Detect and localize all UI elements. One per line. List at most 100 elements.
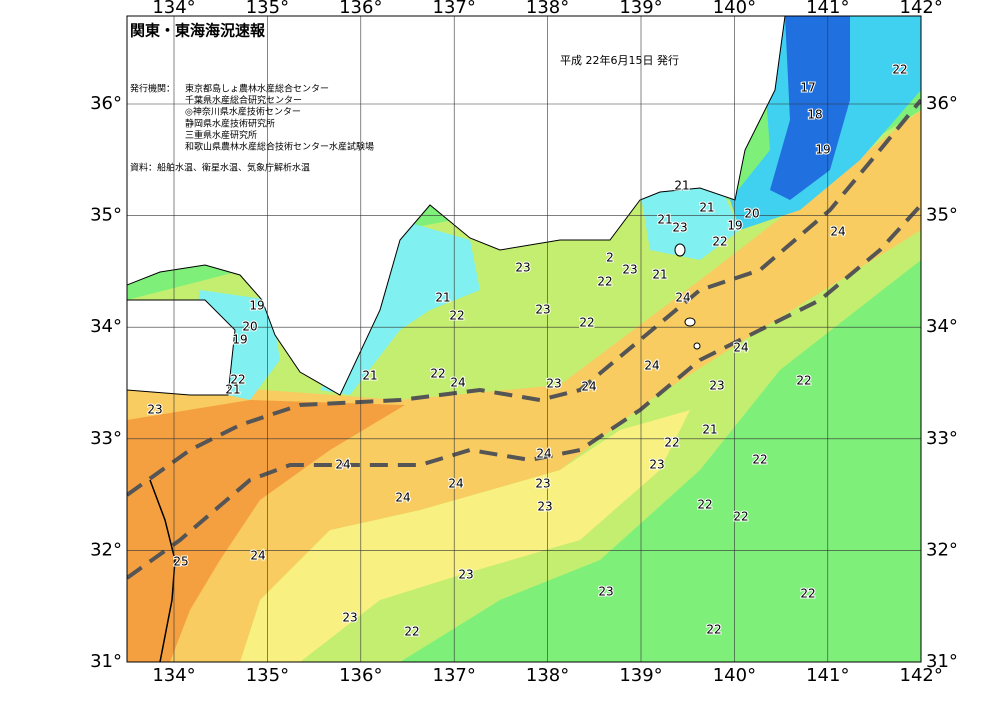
island: [684, 317, 696, 327]
lat-label-left: 31°: [90, 651, 122, 672]
contour-label: 21: [674, 179, 689, 193]
agency: ◎神奈川県水産技術センター: [185, 106, 301, 118]
contour-label: 24: [335, 458, 350, 472]
contour-label: 2: [606, 251, 614, 265]
contour-label: 24: [644, 359, 659, 373]
contour-label: 22: [449, 309, 464, 323]
lat-label-right: 31°: [926, 651, 958, 672]
contour-label: 19: [815, 143, 830, 157]
contour-label: 22: [664, 436, 679, 450]
contour-label: 23: [515, 261, 530, 275]
contour-label: 21: [652, 268, 667, 282]
lon-label-bottom: 136°: [339, 665, 382, 686]
lon-label-top: 138°: [526, 0, 569, 18]
contour-label: 22: [712, 235, 727, 249]
contour-label: 24: [581, 380, 596, 394]
lat-label-right: 36°: [926, 93, 958, 114]
contour-label: 21: [699, 201, 714, 215]
contour-label: 22: [800, 587, 815, 601]
contour-label: 19: [232, 333, 247, 347]
land: [127, 299, 236, 396]
lat-label-right: 34°: [926, 316, 958, 337]
agency: 三重県水産研究所: [185, 129, 257, 141]
lon-label-bottom: 140°: [713, 665, 756, 686]
sea-orange: [127, 400, 405, 662]
lon-label-top: 134°: [152, 0, 195, 18]
graticule: [127, 16, 921, 662]
contour-label: 23: [546, 377, 561, 391]
lat-label-right: 33°: [926, 428, 958, 449]
isotherm-25: [149, 479, 176, 662]
axes: 134° 134° 135° 135° 136° 136° 137° 137° 138° 138°…: [90, 0, 958, 686]
contour-label: 22: [597, 275, 612, 289]
contour-label: 23: [342, 611, 357, 625]
contour-label: 24: [536, 447, 551, 461]
lon-label-bottom: 137°: [433, 665, 476, 686]
lon-label-bottom: 138°: [526, 665, 569, 686]
contour-label: 24: [395, 491, 410, 505]
lon-label-top: 140°: [713, 0, 756, 18]
lat-label-right: 32°: [926, 539, 958, 560]
sea-cyan: [640, 185, 740, 260]
contour-label: 17: [800, 81, 815, 95]
source: 資料：船舶水温、衛星水温、気象庁解析水温: [130, 162, 310, 174]
lon-label-top: 139°: [619, 0, 662, 18]
lon-label-top: 141°: [806, 0, 849, 18]
contour-label: 23: [598, 585, 613, 599]
contour-label: 23: [458, 568, 473, 582]
contour-label: 24: [733, 341, 748, 355]
lat-label-left: 33°: [90, 428, 122, 449]
contour-label: 21: [702, 423, 717, 437]
island: [693, 342, 701, 350]
contour-label: 23: [672, 221, 687, 235]
contour-label: 22: [892, 63, 907, 77]
contour-label: 22: [796, 374, 811, 388]
contour-label: 21: [657, 213, 672, 227]
contour-label: 21: [362, 369, 377, 383]
lon-label-top: 136°: [339, 0, 382, 18]
contour-label: 23: [649, 458, 664, 472]
contour-label: 23: [535, 477, 550, 491]
lon-label-bottom: 141°: [806, 665, 849, 686]
lon-label-bottom: 135°: [246, 665, 289, 686]
contour-label: 19: [249, 299, 264, 313]
contour-label: 21: [435, 291, 450, 305]
contour-label: 23: [622, 263, 637, 277]
land: [127, 16, 786, 396]
contour-label: 18: [807, 108, 822, 122]
contour-label: 19: [727, 219, 742, 233]
issue-date: 平成 22年6月15日 発行: [560, 53, 679, 67]
sea-yellow: [240, 410, 690, 662]
contour-label: 20: [744, 207, 759, 221]
lon-label-top: 142°: [900, 0, 943, 18]
lat-label-left: 35°: [90, 205, 122, 226]
contour-label: 24: [448, 477, 463, 491]
title: 関東・東海海況速報: [130, 22, 266, 40]
contour-label: 20: [242, 320, 257, 334]
contour-label: 23: [535, 303, 550, 317]
lat-label-left: 36°: [90, 93, 122, 114]
contour-label: 22: [579, 316, 594, 330]
contour-label: 22: [404, 625, 419, 639]
contour-label: 23: [147, 403, 162, 417]
lat-label-right: 35°: [926, 205, 958, 226]
contour-label: 24: [250, 549, 265, 563]
lon-label-bottom: 134°: [152, 665, 195, 686]
sea-yellow-orange: [127, 110, 921, 662]
island: [674, 243, 686, 257]
lon-label-bottom: 142°: [900, 665, 943, 686]
agency: 静岡県水産技術研究所: [185, 117, 275, 129]
sea-blue: [770, 16, 850, 200]
lat-label-left: 34°: [90, 316, 122, 337]
contour-label: 25: [173, 555, 188, 569]
publisher-label: 発行機関：: [130, 83, 175, 95]
contour-label: 22: [752, 453, 767, 467]
contour-label: 24: [675, 291, 690, 305]
lon-label-bottom: 139°: [619, 665, 662, 686]
frame: [126, 15, 922, 663]
lat-label-left: 32°: [90, 539, 122, 560]
contour-label: 23: [709, 379, 724, 393]
